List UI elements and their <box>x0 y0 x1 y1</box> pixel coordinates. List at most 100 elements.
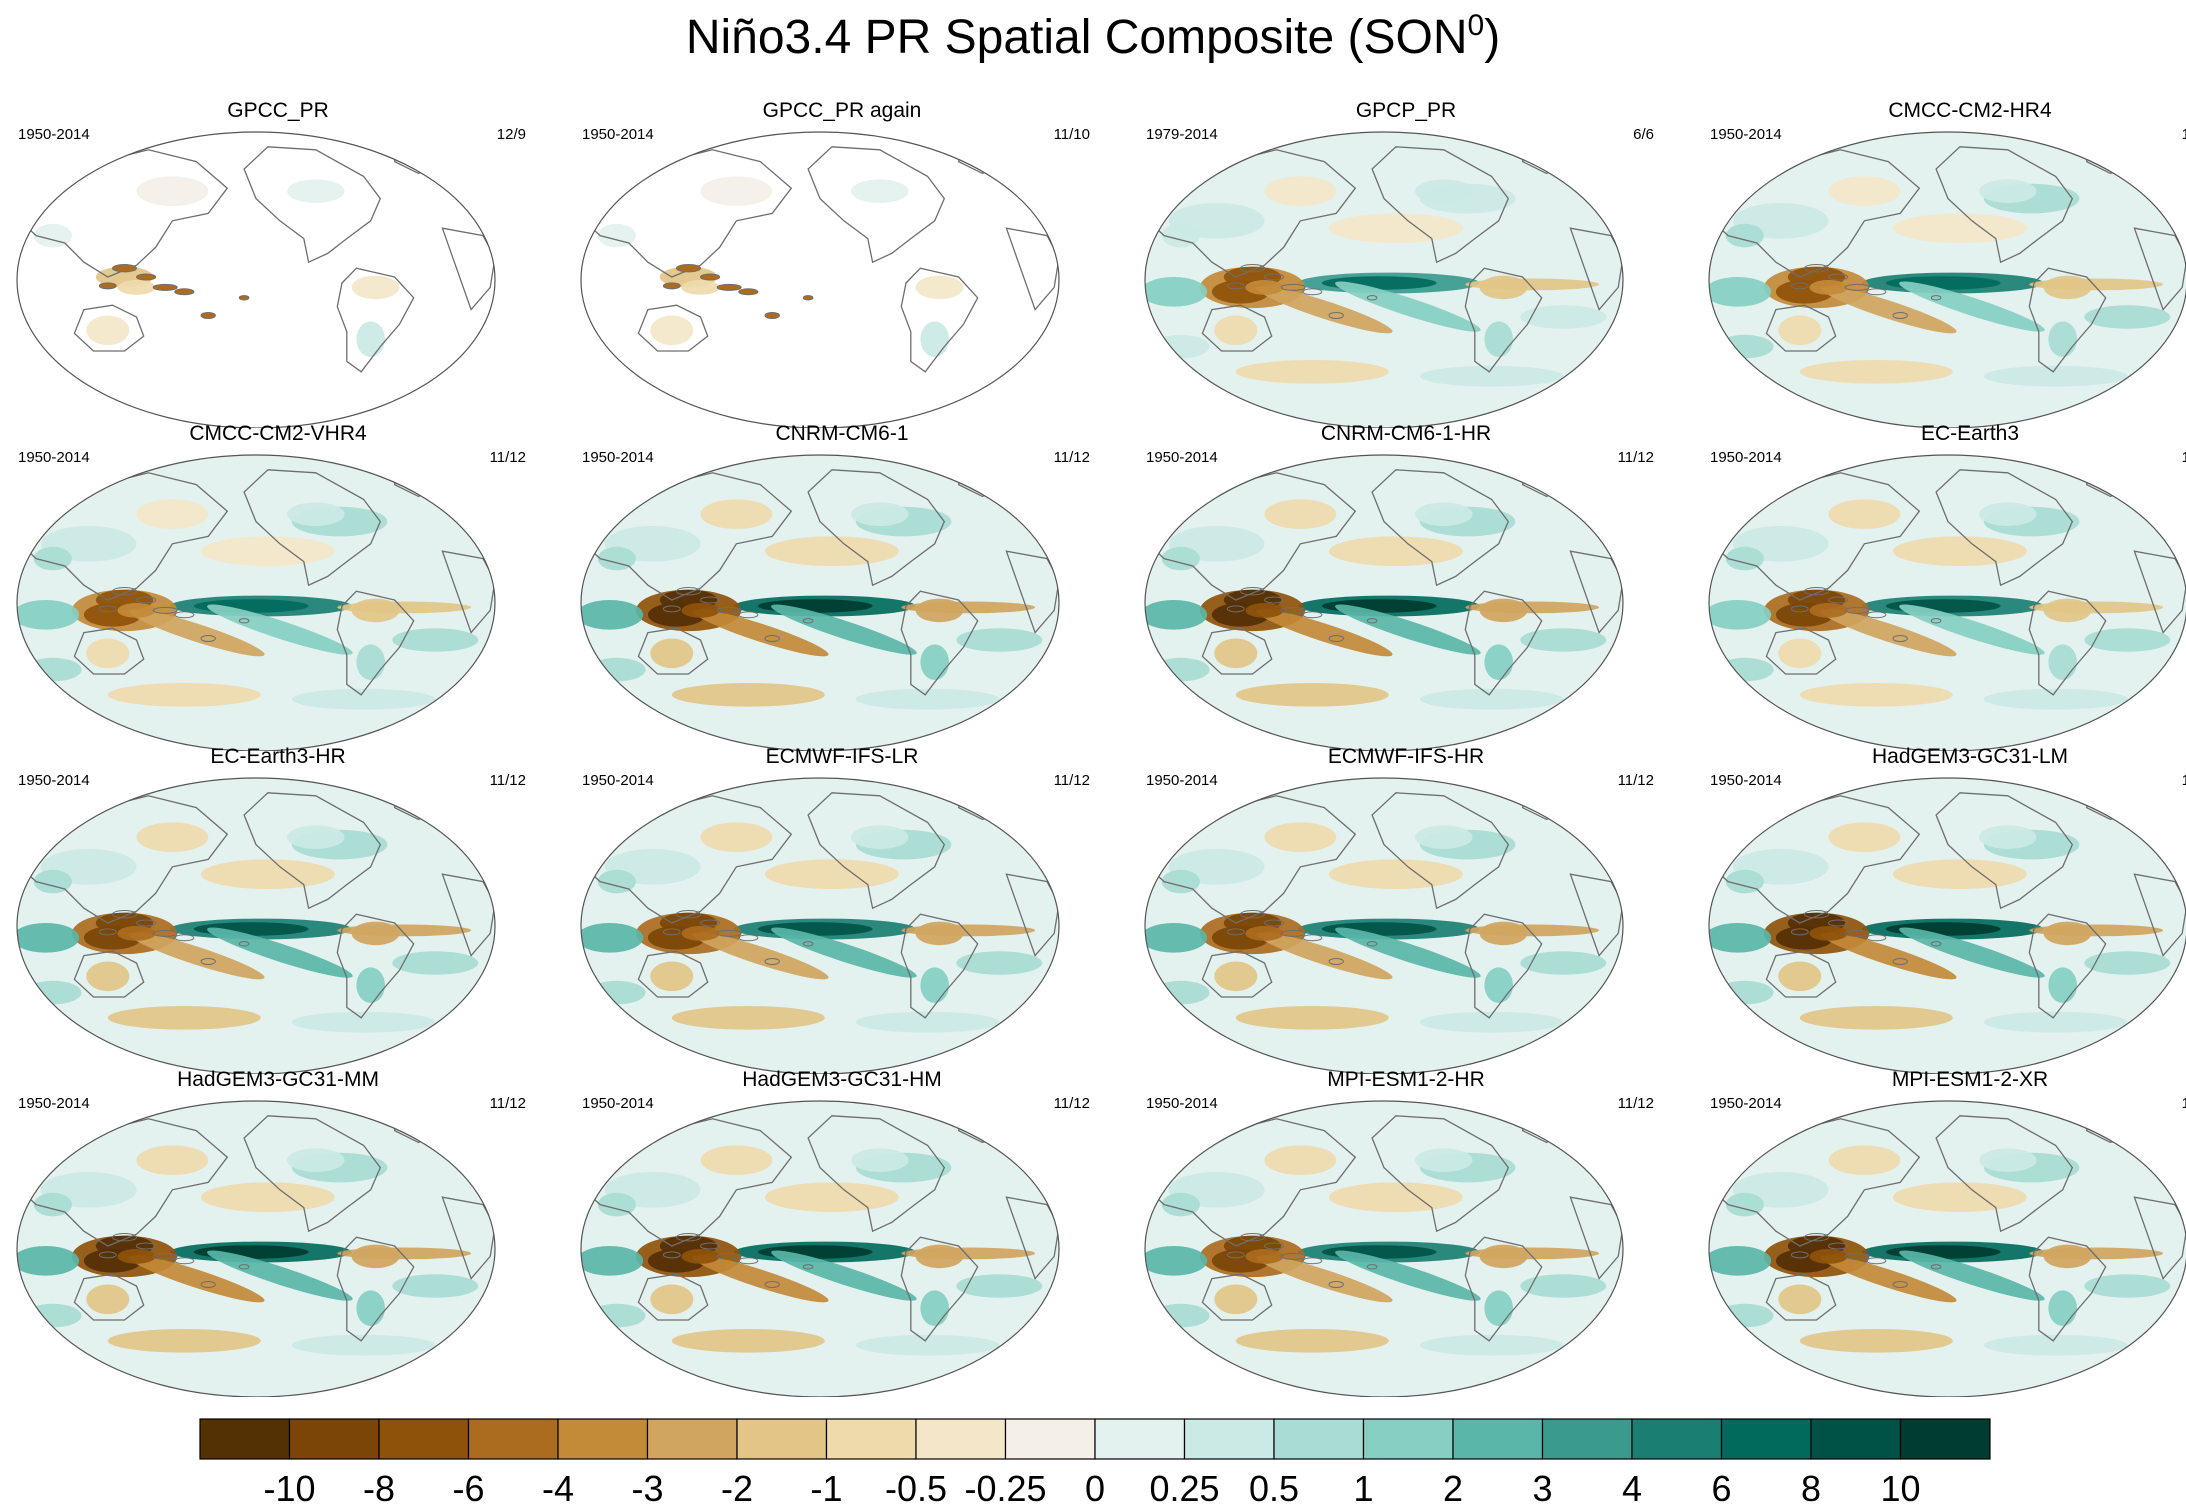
anomaly-region <box>17 923 80 953</box>
coastline-island <box>238 618 250 624</box>
coastline-island <box>1328 312 1344 319</box>
anomaly-region <box>86 315 130 346</box>
anomaly-region <box>1809 603 1848 618</box>
coastline-island <box>1328 958 1344 965</box>
anomaly-region <box>1799 683 1953 707</box>
coastline-northAmerica <box>1371 146 1510 264</box>
coastline-island <box>676 587 701 596</box>
anomaly-region <box>1335 281 1481 332</box>
coastline-island <box>152 606 178 614</box>
colorbar-tick-label: 1 <box>1353 1468 1373 1509</box>
coastline-island <box>1302 1257 1323 1265</box>
anomaly-region <box>1979 179 2037 203</box>
anomaly-region <box>588 1303 646 1328</box>
coastline-asia <box>17 472 229 601</box>
map-panel: EC-Earth3 1950-2014 11/12 <box>1700 421 2186 751</box>
anomaly-region <box>1415 1148 1473 1172</box>
coastline-australia <box>73 950 145 998</box>
anomaly-region <box>86 1284 130 1315</box>
anomaly-region <box>1979 1148 2037 1172</box>
coastline-australia <box>637 1273 709 1321</box>
map-border <box>16 131 496 428</box>
anomaly-region <box>1778 315 1822 346</box>
anomaly-region <box>2043 275 2092 300</box>
coastline-island <box>152 283 178 291</box>
panel-period: 1950-2014 <box>582 126 654 143</box>
anomaly-region <box>915 1244 964 1269</box>
anomaly-region <box>351 921 400 946</box>
panel-title: HadGEM3-GC31-HM <box>742 1068 942 1091</box>
anomaly-region <box>1145 277 1208 307</box>
coastline-island <box>1930 618 1942 624</box>
coastline-island <box>764 312 780 319</box>
coastline-island <box>1280 929 1306 937</box>
anomaly-region <box>1335 1250 1481 1301</box>
map-panel: CMCC-CM2-VHR4 1950-2014 11/12 <box>8 421 548 751</box>
coastline-africa <box>2133 550 2186 634</box>
anomaly-region <box>1893 859 2027 889</box>
panel-title: EC-Earth3 <box>1920 422 2020 445</box>
panel-count: 11/12 <box>2181 1095 2186 1112</box>
anomaly-region <box>581 1246 644 1276</box>
map-border <box>1144 131 1624 428</box>
anomaly-region <box>588 657 646 682</box>
coastline-island <box>152 1252 178 1260</box>
coastline-africa <box>1005 1196 1059 1280</box>
panel-count: 11/12 <box>489 1095 526 1112</box>
coastline-island <box>1280 606 1306 614</box>
coastline-island <box>1866 1257 1887 1265</box>
colorbar-swatch <box>378 1418 470 1460</box>
coastline-island <box>802 941 814 947</box>
anomaly-region <box>1799 1329 1953 1353</box>
anomaly-region <box>681 1249 720 1264</box>
map-border <box>16 777 496 1074</box>
anomaly-region <box>1235 1006 1389 1030</box>
coastline-island <box>98 605 117 613</box>
anomaly-region <box>136 1145 209 1175</box>
colorbar-tick-label: -3 <box>631 1468 663 1509</box>
map-panel: MPI-ESM1-2-HR 1950-2014 11/12 <box>1136 1067 1676 1397</box>
anomaly-region <box>692 1254 829 1303</box>
panel-title: ECMWF-IFS-HR <box>1327 745 1485 768</box>
anomaly-region <box>650 638 694 669</box>
coastline-australia <box>73 627 145 675</box>
anomaly-region <box>650 315 694 346</box>
anomaly-region <box>356 1290 386 1326</box>
anomaly-region <box>291 1011 436 1033</box>
anomaly-region <box>1893 213 2027 243</box>
anomaly-region <box>351 275 400 300</box>
panel-count: 11/10 <box>1053 126 1090 143</box>
anomaly-region <box>1145 1246 1208 1276</box>
coastline-island <box>1844 1252 1870 1260</box>
anomaly-region <box>681 280 720 295</box>
anomaly-region <box>1893 536 2027 566</box>
panel-count: 11/12 <box>2181 126 2186 143</box>
anomaly-region <box>1235 1329 1389 1353</box>
map-panel: CMCC-CM2-HR4 1950-2014 11/12 <box>1700 98 2186 428</box>
colorbar-tick-label: -8 <box>363 1468 395 1509</box>
coastline-africa <box>1569 873 1623 957</box>
coastline-island <box>1790 928 1809 936</box>
coastline-island <box>1844 283 1870 291</box>
panel-count: 11/12 <box>489 772 526 789</box>
anomaly-region <box>1799 360 1953 384</box>
anomaly-region <box>920 967 949 1003</box>
coastline-africa <box>1569 1196 1623 1280</box>
coastline-northAmerica <box>243 469 382 587</box>
colorbar-tick-label: -2 <box>721 1468 753 1509</box>
coastline-island <box>738 934 759 942</box>
coastline-island <box>738 1257 759 1265</box>
anomaly-region <box>851 502 909 526</box>
coastline-africa <box>1005 873 1059 957</box>
panel-period: 1950-2014 <box>18 449 90 466</box>
panel-count: 11/12 <box>1617 1095 1654 1112</box>
map-svg <box>1144 131 1624 428</box>
coastline-island <box>238 1264 250 1270</box>
anomaly-region <box>1264 1145 1337 1175</box>
coastline-island <box>152 929 178 937</box>
coastline-australia <box>637 627 709 675</box>
coastline-island <box>98 282 117 290</box>
coastline-island <box>1240 587 1265 596</box>
colorbar-swatch <box>467 1418 559 1460</box>
coastline-northAmerica <box>243 792 382 910</box>
